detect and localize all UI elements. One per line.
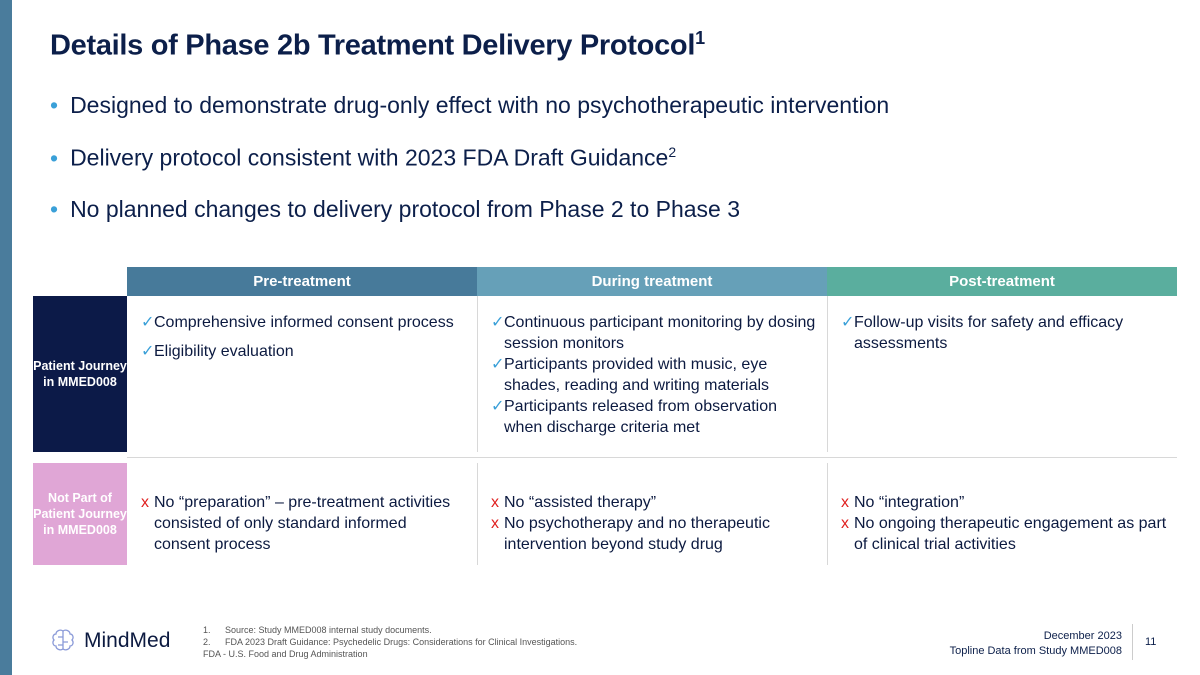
column-header: During treatment (477, 267, 827, 296)
brain-icon (52, 629, 74, 651)
row-label: Patient Journey in MMED008 (33, 296, 127, 452)
table-cell: x No “integration” x No ongoing therapeutic… (827, 492, 1167, 555)
footnotes: 1. Source: Study MMED008 internal study d… (203, 625, 578, 659)
check-icon: ✓ (491, 356, 505, 373)
check-icon: ✓ (491, 314, 505, 331)
divider (127, 457, 1177, 458)
list-item: ✓ Follow-up visits for safety and efficac… (827, 312, 1167, 354)
divider (1132, 624, 1133, 660)
row-label: Not Part of Patient Journey in MMED008 (33, 463, 127, 565)
list-item: x No “assisted therapy” (477, 492, 817, 513)
page-title: Details of Phase 2b Treatment Delivery P… (50, 28, 705, 62)
list-item: x No psychotherapy and no therapeutic int… (477, 513, 817, 555)
list-item: ✓ Participants released from observation … (477, 396, 817, 438)
check-icon: ✓ (841, 314, 855, 331)
divider (827, 463, 828, 565)
bullet-item: • Designed to demonstrate drug-only effec… (50, 92, 890, 118)
list-item: x No “integration” (827, 492, 1167, 513)
divider (827, 296, 828, 452)
list-item: x No ongoing therapeutic engagement as pa… (827, 513, 1167, 555)
divider (477, 463, 478, 565)
left-accent-stripe (0, 0, 12, 675)
table-cell: ✓ Continuous participant monitoring by do… (477, 312, 817, 438)
footer-date: December 2023 Topline Data from Study MME… (949, 630, 1122, 657)
mindmed-logo: MindMed (50, 628, 170, 654)
bullet-item: • Delivery protocol consistent with 2023 … (50, 144, 677, 171)
bullet-item: • No planned changes to delivery protocol… (50, 196, 741, 222)
check-icon: ✓ (141, 314, 155, 331)
bullet-list: • Designed to demonstrate drug-only effec… (50, 92, 889, 248)
list-item: x No “preparation” – pre-treatment activi… (127, 492, 467, 555)
x-icon: x (141, 494, 149, 511)
check-icon: ✓ (491, 398, 505, 415)
list-item: ✓ Participants provided with music, eye s… (477, 354, 817, 396)
table-cell: x No “preparation” – pre-treatment activi… (127, 492, 467, 555)
check-icon: ✓ (141, 343, 155, 360)
page-number: 11 (1145, 636, 1157, 648)
x-icon: x (491, 494, 499, 511)
table-cell: ✓ Comprehensive informed consent process ✓… (127, 312, 467, 362)
table-cell: ✓ Follow-up visits for safety and efficac… (827, 312, 1167, 354)
x-icon: x (841, 494, 849, 511)
column-header: Post-treatment (827, 267, 1177, 296)
column-header: Pre-treatment (127, 267, 477, 296)
x-icon: x (841, 515, 849, 532)
list-item: ✓ Eligibility evaluation (127, 341, 467, 362)
list-item: ✓ Continuous participant monitoring by do… (477, 312, 817, 354)
divider (477, 296, 478, 452)
x-icon: x (491, 515, 499, 532)
table-cell: x No “assisted therapy” x No psychotherapy … (477, 492, 817, 555)
list-item: ✓ Comprehensive informed consent process (127, 312, 467, 333)
